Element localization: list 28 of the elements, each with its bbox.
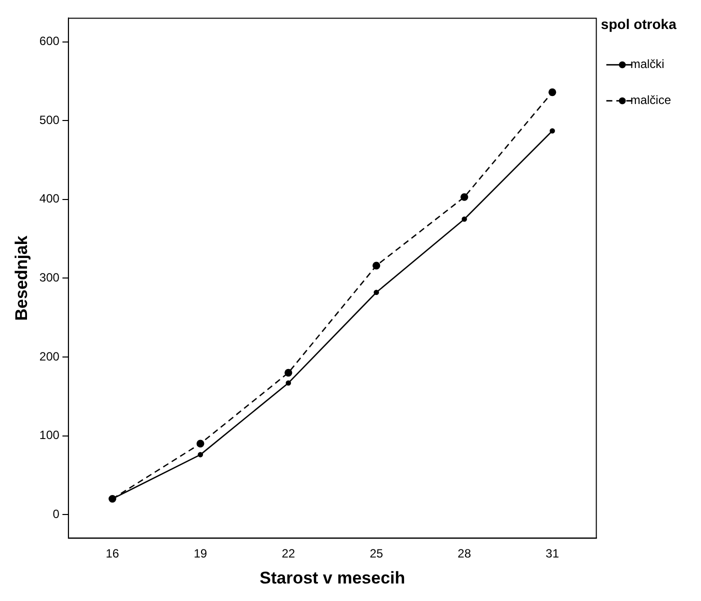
y-tick-label: 600 [39,34,60,48]
y-tick-label: 300 [39,270,60,285]
y-tick-label: 100 [39,428,60,442]
point [198,452,204,458]
point [286,380,292,386]
legend-label: malčice [630,93,672,108]
y-tick-label: 0 [52,506,60,521]
y-tick-label: 400 [39,192,60,206]
x-tick-label: 25 [370,546,384,561]
point [196,440,204,448]
point [462,216,467,222]
point [460,193,468,201]
x-tick-label: 31 [546,546,560,561]
point [372,262,380,270]
x-tick-label: 28 [458,546,472,561]
y-tick-label: 500 [39,112,60,127]
y-axis-title: Besednjak [12,235,31,321]
x-axis-title: Starost v mesecih [260,568,406,588]
point [374,290,380,296]
legend-title: spol otroka [600,16,677,32]
point [548,88,556,96]
point [550,128,555,134]
legend-label: malčki [630,57,664,72]
x-tick-label: 16 [106,546,120,561]
x-tick-label: 19 [194,546,208,561]
y-tick-label: 200 [39,349,60,364]
x-tick-label: 22 [282,546,296,561]
point [284,368,292,377]
